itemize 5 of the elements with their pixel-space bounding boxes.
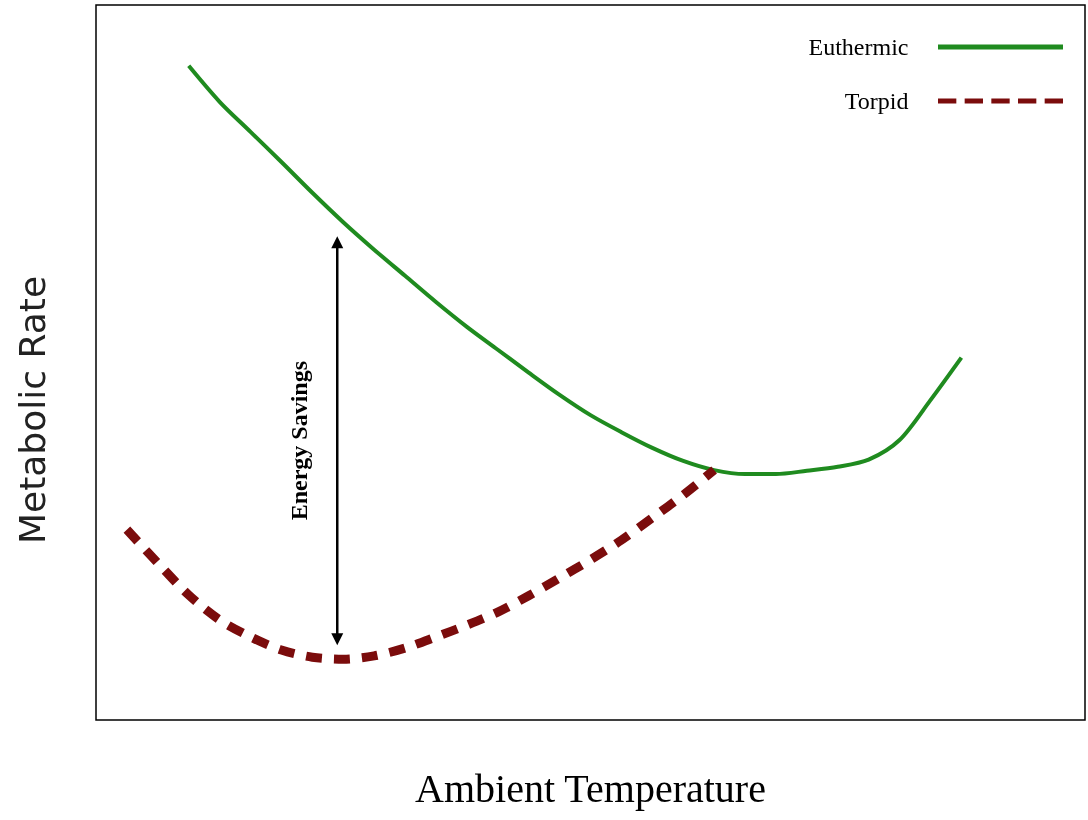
legend-label: Torpid (844, 88, 909, 114)
x-axis-title: Ambient Temperature (415, 765, 766, 811)
annotation: Energy Savings (286, 360, 313, 521)
y-axis-title: Metabolic Rate (11, 275, 53, 545)
legend-label: Euthermic (808, 34, 909, 60)
